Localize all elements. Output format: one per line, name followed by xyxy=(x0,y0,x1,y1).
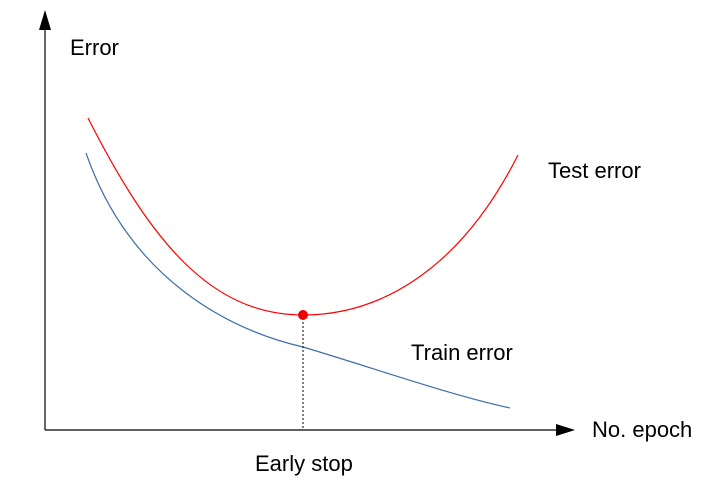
test-error-curve xyxy=(87,117,519,316)
y-axis-arrowhead xyxy=(39,10,51,30)
test-error-label: Test error xyxy=(548,158,641,183)
early-stop-point xyxy=(298,310,308,320)
train-error-curve xyxy=(85,152,511,409)
x-axis-arrowhead xyxy=(556,424,575,436)
x-axis-label: No. epoch xyxy=(592,417,692,442)
y-axis-label: Error xyxy=(70,35,119,60)
early-stop-label: Early stop xyxy=(255,451,353,476)
train-error-label: Train error xyxy=(411,340,513,365)
